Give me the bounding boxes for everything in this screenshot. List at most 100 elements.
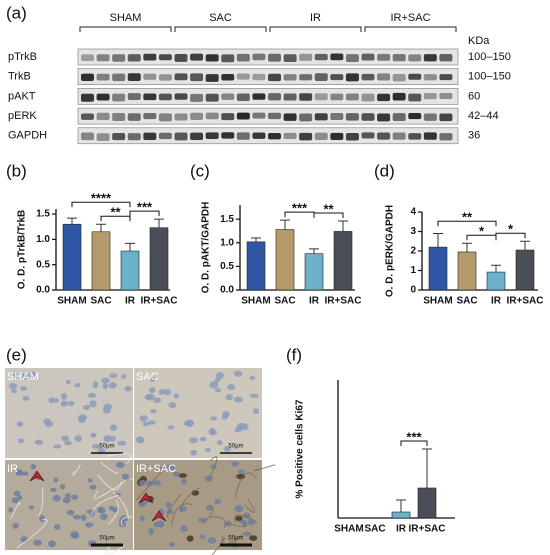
cell-nucleus xyxy=(235,515,243,521)
arrowhead xyxy=(151,510,167,522)
y-tick-label: 1.0 xyxy=(36,234,50,245)
y-tick-label: 0.5 xyxy=(36,259,50,270)
cell-nucleus xyxy=(67,401,75,406)
significance-bracket xyxy=(437,220,497,227)
blot-band xyxy=(283,113,297,121)
cell-nucleus xyxy=(21,471,29,476)
error-bar xyxy=(251,237,261,242)
blot-band xyxy=(392,73,406,82)
bar xyxy=(333,231,353,291)
bar xyxy=(417,487,437,519)
blot-band xyxy=(158,113,172,122)
blot-band xyxy=(205,112,219,120)
y-tick-label: 1.5 xyxy=(36,209,50,220)
blot-band xyxy=(96,112,110,121)
cell-nucleus xyxy=(12,522,19,529)
cell-nucleus xyxy=(52,398,60,403)
blot-band xyxy=(221,132,235,139)
cell-nucleus xyxy=(138,479,147,487)
cell-nucleus xyxy=(117,440,127,446)
x-tick-label: SHAM xyxy=(57,296,86,307)
cell-nucleus xyxy=(20,386,27,391)
scale-label: 50μm xyxy=(99,536,114,542)
blot-band xyxy=(439,133,453,141)
cell-nucleus xyxy=(89,484,97,490)
cell-nucleus xyxy=(180,525,188,533)
blot-band xyxy=(127,54,141,62)
y-tick-label: 0 xyxy=(410,285,416,296)
blot-band xyxy=(345,113,359,121)
cell-nucleus xyxy=(249,535,258,541)
blot-band xyxy=(392,92,406,101)
cell-nucleus xyxy=(139,515,145,522)
cell-nucleus xyxy=(92,444,101,449)
cell-nucleus xyxy=(53,444,62,449)
blot-band xyxy=(314,53,328,61)
blot-band xyxy=(81,54,94,61)
cell-nucleus xyxy=(20,536,29,543)
bar xyxy=(304,253,324,291)
significance-label: *** xyxy=(137,200,153,215)
blot-band xyxy=(112,133,126,141)
error-bar xyxy=(491,264,501,273)
error-bar xyxy=(520,240,530,251)
blot-band xyxy=(143,93,157,101)
cell-nucleus xyxy=(209,381,219,389)
y-tick-label: 2 xyxy=(410,246,416,257)
fiber xyxy=(207,456,218,482)
significance-label: **** xyxy=(91,191,112,206)
significance-bracket xyxy=(400,440,428,446)
y-axis-label: O. D. pERK/GAPDH xyxy=(385,205,396,297)
cell-nucleus xyxy=(189,437,198,444)
cell-nucleus xyxy=(207,537,217,544)
kda-label: 36 xyxy=(468,130,480,142)
cell-nucleus xyxy=(66,509,75,516)
blot-band xyxy=(81,132,94,141)
x-tick-label: SHAM xyxy=(423,296,452,307)
blot-band xyxy=(81,113,94,120)
blot-band xyxy=(423,93,437,100)
significance-label: ** xyxy=(323,201,334,216)
cell-nucleus xyxy=(109,424,117,431)
fiber xyxy=(253,464,276,472)
fiber xyxy=(37,487,44,516)
cell-nucleus xyxy=(83,404,91,410)
blot-row-label: pAKT xyxy=(8,90,36,102)
panel-label: (e) xyxy=(6,345,27,364)
blot-band xyxy=(190,112,204,121)
x-tick-label: SAC xyxy=(90,296,111,307)
fiber xyxy=(202,505,214,524)
group-bracket xyxy=(269,26,362,32)
blot-band xyxy=(439,74,453,81)
cell-nucleus xyxy=(92,381,99,389)
significance-bracket xyxy=(313,212,344,219)
blot-band xyxy=(158,132,172,140)
blot-band xyxy=(96,73,110,81)
cell-nucleus xyxy=(108,505,114,511)
cell-nucleus xyxy=(88,392,96,398)
bar xyxy=(515,249,535,291)
blot-band xyxy=(127,73,141,81)
cell-nucleus xyxy=(102,382,108,390)
cell-nucleus xyxy=(44,420,54,428)
blot-band xyxy=(96,54,110,62)
cell-nucleus xyxy=(87,478,93,483)
error-bar xyxy=(422,448,432,488)
blot-band xyxy=(330,93,344,101)
cell-nucleus xyxy=(61,435,70,442)
arrowhead xyxy=(138,492,154,504)
cell-nucleus xyxy=(214,378,221,383)
blot-band xyxy=(330,132,344,141)
cell-nucleus xyxy=(103,435,112,443)
blot-band xyxy=(423,74,437,81)
cell-nucleus xyxy=(70,494,79,500)
error-bar xyxy=(462,242,472,252)
panel-label: (b) xyxy=(6,161,27,180)
cell-nucleus xyxy=(109,373,118,379)
cell-nucleus xyxy=(8,507,14,513)
blot-band xyxy=(143,73,157,80)
cell-nucleus xyxy=(11,497,19,504)
cell-nucleus xyxy=(236,473,246,480)
blot-band xyxy=(283,74,297,81)
fiber xyxy=(16,518,48,549)
